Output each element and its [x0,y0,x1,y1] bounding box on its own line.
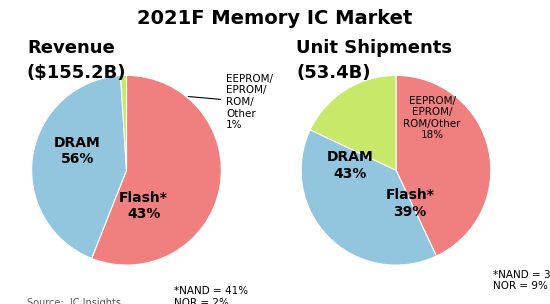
Text: ($155.2B): ($155.2B) [27,64,126,82]
Wedge shape [92,75,221,265]
Text: EEPROM/
EPROM/
ROM/Other
18%: EEPROM/ EPROM/ ROM/Other 18% [403,96,461,140]
Text: DRAM
56%: DRAM 56% [54,136,101,166]
Wedge shape [301,130,436,265]
Text: *NAND = 30%
NOR = 9%: *NAND = 30% NOR = 9% [493,270,550,292]
Text: Source:  IC Insights: Source: IC Insights [27,298,121,304]
Text: Revenue: Revenue [27,39,114,57]
Text: Flash*
39%: Flash* 39% [386,188,434,219]
Text: DRAM
43%: DRAM 43% [327,150,374,181]
Text: Unit Shipments: Unit Shipments [296,39,453,57]
Text: Flash*
43%: Flash* 43% [119,191,168,221]
Wedge shape [120,75,127,170]
Wedge shape [310,75,396,170]
Text: EEPROM/
EPROM/
ROM/
Other
1%: EEPROM/ EPROM/ ROM/ Other 1% [188,74,273,130]
Text: 2021F Memory IC Market: 2021F Memory IC Market [138,9,412,28]
Text: (53.4B): (53.4B) [296,64,371,82]
Wedge shape [396,75,491,256]
Text: *NAND = 41%
NOR = 2%: *NAND = 41% NOR = 2% [174,286,248,304]
Wedge shape [32,76,127,258]
